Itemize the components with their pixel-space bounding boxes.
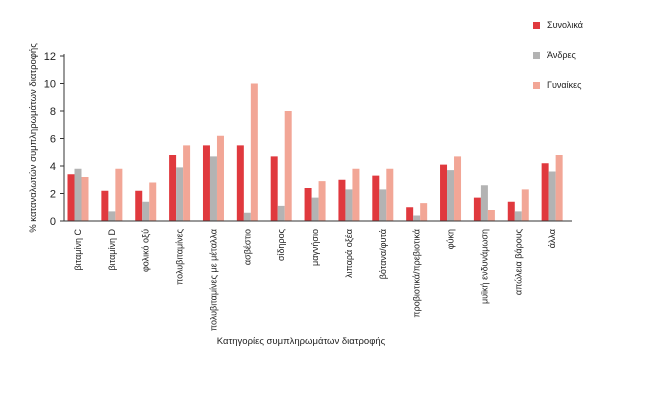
bar	[81, 177, 89, 221]
y-axis: 0 2 4 6 8 10 12	[44, 51, 65, 228]
legend-label: Συνολικά	[547, 20, 583, 30]
bars	[67, 83, 563, 221]
x-tick-label: προβιοτικά/πρεβιοτικά	[412, 229, 422, 318]
legend-label: Γυναίκες	[547, 80, 582, 90]
x-tick-label: βιταμίνη C	[73, 229, 83, 271]
legend-swatch	[533, 82, 540, 89]
x-tick-label: ασβέστιο	[242, 229, 252, 265]
bar	[209, 156, 217, 221]
bar-group	[236, 83, 258, 221]
bar	[183, 145, 191, 221]
x-tick-label: απώλεια βάρους	[513, 228, 523, 295]
bar-group	[169, 145, 191, 221]
bar-group	[270, 111, 292, 221]
x-tick-label: μαγνήσιο	[310, 229, 320, 266]
bar	[473, 197, 481, 221]
bar	[541, 163, 549, 221]
bar	[345, 189, 353, 221]
x-tick-label: φολικό οξύ	[141, 229, 151, 272]
bar	[454, 156, 462, 221]
bar	[216, 135, 224, 221]
bar	[521, 189, 529, 221]
y-tick-label: 6	[50, 134, 56, 146]
bar	[236, 145, 244, 221]
y-tick-label: 12	[44, 51, 56, 63]
bar	[372, 175, 380, 221]
bar-group	[541, 155, 563, 221]
x-tick-label: μυϊκή ενδυνάμωση	[479, 229, 489, 304]
bar	[115, 168, 123, 221]
y-tick-label: 4	[50, 161, 56, 173]
x-axis: βιταμίνη C βιταμίνη D φολικό οξύ πολυβιταμί…	[64, 220, 572, 331]
bar	[487, 210, 495, 221]
bar-group	[507, 189, 529, 221]
bar	[67, 174, 75, 221]
y-tick-label: 10	[44, 79, 56, 91]
y-tick-label: 2	[50, 189, 56, 201]
bar-group	[304, 181, 326, 221]
legend-label: Άνδρες	[547, 50, 576, 60]
y-tick-label: 0	[50, 216, 56, 228]
bar-group	[67, 168, 89, 221]
bar	[507, 201, 515, 221]
bar	[101, 190, 109, 221]
bar	[176, 167, 184, 221]
y-axis-title: % καταναλωτών συμπληρωμάτων διατροφής	[28, 43, 39, 233]
x-tick-label: βότανα/φυτά	[378, 229, 388, 279]
y-tick-label: 8	[50, 106, 56, 118]
bar	[74, 168, 82, 221]
legend: Συνολικά Άνδρες Γυναίκες	[533, 20, 583, 90]
x-tick-label: βιταμίνη D	[107, 229, 117, 271]
bar	[514, 211, 522, 221]
bar	[304, 188, 312, 221]
legend-swatch	[533, 22, 540, 29]
bar-group	[101, 168, 123, 221]
bar	[555, 155, 563, 221]
legend-item: Γυναίκες	[533, 80, 582, 90]
bar	[338, 179, 346, 221]
x-tick-label: άλλα	[547, 229, 557, 248]
bar	[311, 197, 319, 221]
bar	[108, 211, 116, 221]
bar-group	[473, 185, 495, 221]
legend-swatch	[533, 52, 540, 59]
bar	[352, 168, 360, 221]
bar	[243, 212, 251, 221]
bar-group	[135, 182, 157, 221]
bar	[142, 201, 150, 221]
bar-group	[338, 168, 360, 221]
x-tick-label: πολυβιταμίνες με μέταλλα	[208, 229, 218, 331]
legend-item: Άνδρες	[533, 50, 576, 60]
x-tick-label: σίδηρος	[276, 228, 286, 261]
bar	[149, 182, 157, 221]
bar	[250, 83, 258, 221]
bar	[440, 164, 448, 221]
bar	[318, 181, 326, 221]
bar	[548, 171, 556, 221]
bar-group	[440, 156, 462, 221]
bar	[480, 185, 488, 221]
bar	[169, 155, 177, 221]
bar	[379, 189, 387, 221]
legend-item: Συνολικά	[533, 20, 583, 30]
bar-group	[202, 135, 224, 221]
bar	[420, 203, 428, 221]
bar	[386, 168, 394, 221]
x-axis-title: Κατηγορίες συμπληρωμάτων διατροφής	[217, 336, 386, 347]
x-tick-label: πολυβιταμίνες	[175, 228, 185, 285]
bar	[447, 170, 455, 221]
x-tick-label: λιπαρά οξέα	[344, 229, 354, 278]
bar-group	[406, 203, 428, 221]
bar	[406, 207, 414, 221]
bar	[202, 145, 210, 221]
x-tick-label: φύκη	[446, 229, 456, 249]
bar	[277, 205, 285, 221]
bar-group	[372, 168, 394, 221]
bar	[135, 190, 143, 221]
bar	[270, 156, 278, 221]
bar	[284, 111, 292, 221]
bar	[413, 215, 421, 221]
